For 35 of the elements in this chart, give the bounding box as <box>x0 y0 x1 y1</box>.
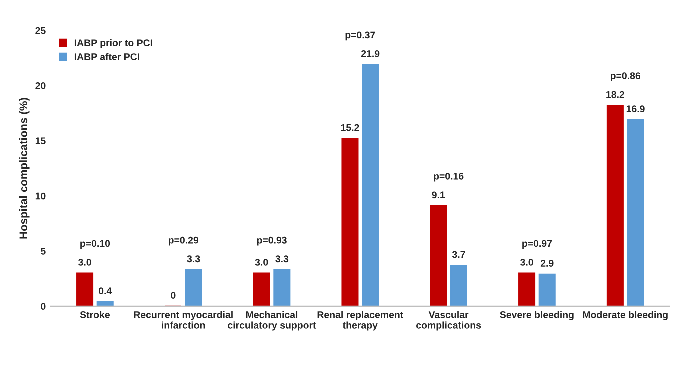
data-label: 3.7 <box>452 251 466 258</box>
data-label: 3.0 <box>255 258 268 266</box>
data-label: 18.2 <box>606 91 625 98</box>
annotation: p=0.10 <box>80 240 110 250</box>
data-label: 9.1 <box>432 192 446 199</box>
data-label: 15.2 <box>341 124 360 132</box>
y-tick-label: 5 <box>41 248 46 255</box>
data-label: 0 <box>171 292 176 299</box>
y-tick-label: 10 <box>36 192 46 200</box>
x-tick-label: Moderate bleeding <box>583 311 668 320</box>
x-tick-label: Severe bleeding <box>500 311 574 320</box>
annotation: p=0.16 <box>434 172 464 182</box>
data-label: 21.9 <box>361 50 380 58</box>
x-tick-label: Vascular complications <box>416 311 482 331</box>
annotation: p=0.37 <box>346 32 376 41</box>
data-label: 3.3 <box>276 256 289 263</box>
annotation: p=0.93 <box>257 236 287 246</box>
annotation: p=0.86 <box>610 72 641 82</box>
y-tick-label: 20 <box>36 82 46 90</box>
legend-label: IABP prior to PCI <box>74 39 152 48</box>
annotation: p=0.29 <box>168 236 199 246</box>
y-axis-title: Hospital complications (%) <box>19 98 30 239</box>
data-label: 0.4 <box>98 288 112 295</box>
data-label: 16.9 <box>626 106 645 113</box>
annotation: p=0.97 <box>522 240 552 250</box>
y-tick-label: 25 <box>36 27 46 34</box>
x-tick-label: Renal replacement therapy <box>318 311 404 331</box>
data-label: 2.9 <box>540 260 554 267</box>
y-tick-label: 15 <box>36 138 46 145</box>
y-tick-label: 0 <box>41 303 46 310</box>
legend-label: IABP after PCI <box>74 53 140 60</box>
x-tick-label: Stroke <box>80 311 110 318</box>
data-label: 3.0 <box>78 258 92 266</box>
data-label: 3.0 <box>520 258 534 266</box>
data-label: 3.3 <box>187 256 200 263</box>
